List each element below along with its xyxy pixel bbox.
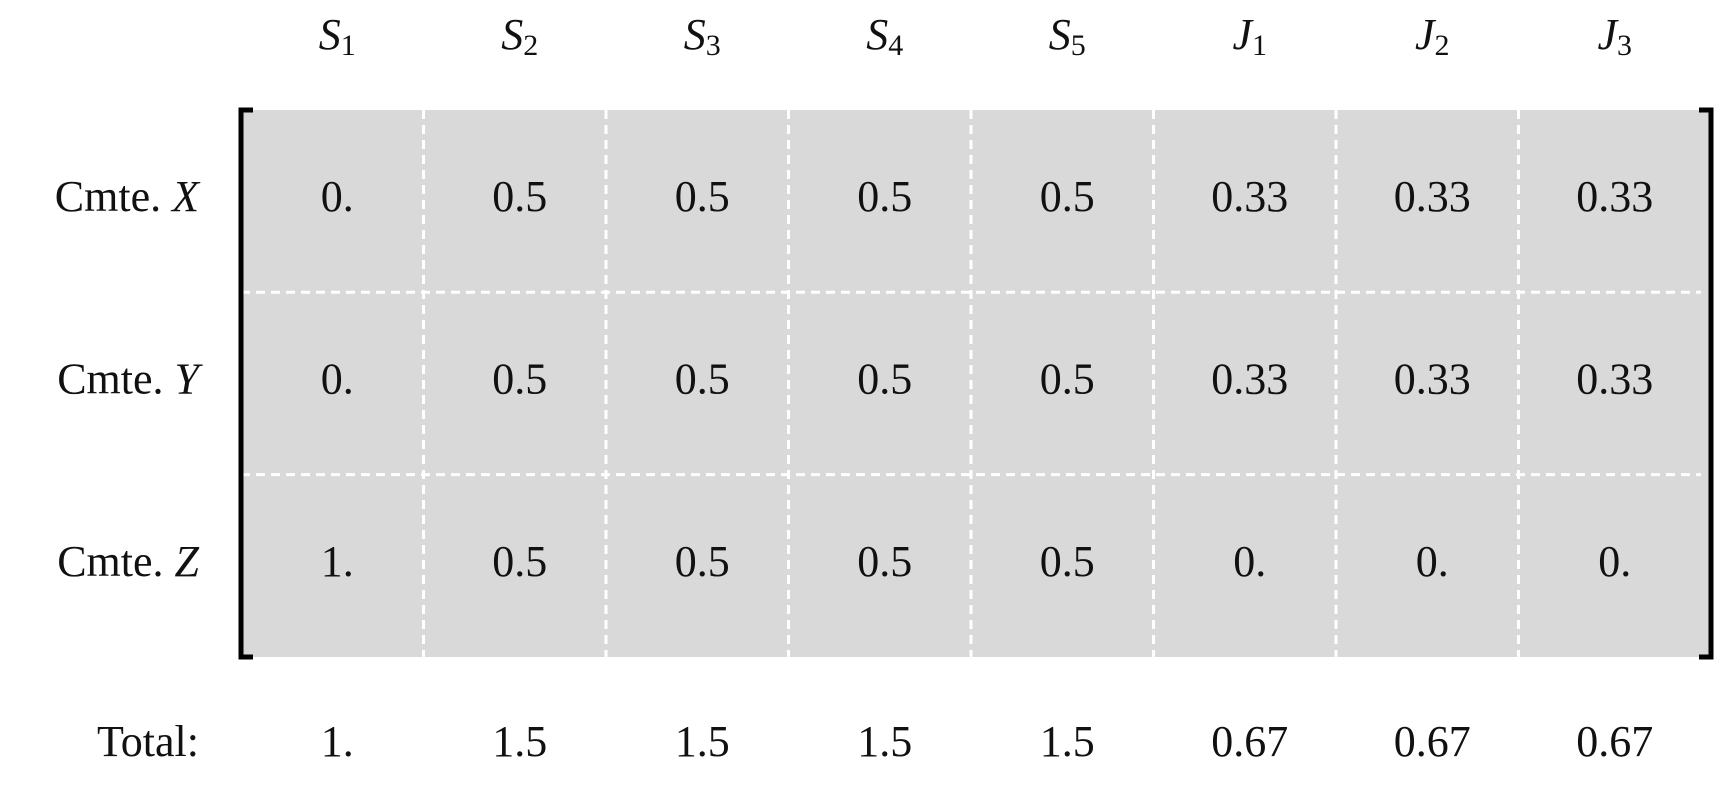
- column-header: S1: [319, 10, 356, 62]
- column-index: 2: [523, 29, 538, 62]
- row-prefix: Cmte.: [57, 537, 163, 586]
- column-symbol: J: [1232, 10, 1254, 59]
- column-symbol: S: [319, 10, 341, 59]
- cell-value: 0.33: [1576, 172, 1653, 221]
- cell-value: 0.33: [1211, 355, 1288, 404]
- column-symbol: J: [1415, 10, 1437, 59]
- column-header: J3: [1597, 10, 1632, 62]
- cell-value: 0.5: [1040, 172, 1095, 221]
- column-header: S5: [1049, 10, 1086, 62]
- column-index: 2: [1435, 29, 1450, 62]
- column-index: 1: [341, 29, 356, 62]
- column-symbol: J: [1597, 10, 1619, 59]
- left-bracket: [238, 107, 253, 660]
- cell-value: 0.: [321, 355, 354, 404]
- matrix-background: [241, 110, 1711, 657]
- cell-value: 0.33: [1576, 355, 1653, 404]
- row-prefix: Cmte.: [57, 355, 163, 404]
- cell-value: 0.5: [492, 355, 547, 404]
- total-value: 1.5: [675, 717, 730, 766]
- column-symbol: S: [866, 10, 888, 59]
- right-bracket: [1699, 107, 1714, 660]
- total-value: 1.5: [1040, 717, 1095, 766]
- cell-value: 0.5: [675, 172, 730, 221]
- cell-value: 0.5: [857, 355, 912, 404]
- column-index: 5: [1071, 29, 1086, 62]
- column-header: S2: [501, 10, 538, 62]
- cell-value: 0.5: [857, 537, 912, 586]
- cell-value: 0.5: [675, 355, 730, 404]
- column-index: 3: [706, 29, 721, 62]
- row-name: X: [170, 172, 201, 221]
- row-label: Cmte. Y: [57, 355, 203, 404]
- column-header: J1: [1232, 10, 1267, 62]
- cell-value: 0.5: [1040, 537, 1095, 586]
- total-value: 0.67: [1394, 717, 1471, 766]
- total-label: Total:: [97, 717, 199, 766]
- cell-value: 0.: [1598, 537, 1631, 586]
- total-value: 1.: [321, 717, 354, 766]
- total-value: 1.5: [492, 717, 547, 766]
- column-symbol: S: [1049, 10, 1071, 59]
- total-value: 1.5: [857, 717, 912, 766]
- row-label: Cmte. X: [55, 172, 201, 221]
- dashed-grid: [241, 110, 1701, 657]
- cell-value: 0.: [1416, 537, 1449, 586]
- column-header: S3: [684, 10, 721, 62]
- cell-value: 0.5: [492, 537, 547, 586]
- cell-value: 0.33: [1211, 172, 1288, 221]
- column-index: 3: [1617, 29, 1632, 62]
- row-name: Z: [175, 537, 200, 586]
- column-index: 1: [1252, 29, 1267, 62]
- column-header: J2: [1415, 10, 1450, 62]
- cell-value: 0.33: [1394, 355, 1471, 404]
- cell-value: 0.5: [492, 172, 547, 221]
- total-value: 0.67: [1576, 717, 1653, 766]
- cell-value: 0.: [1233, 537, 1266, 586]
- row-prefix: Cmte.: [55, 172, 161, 221]
- row-label: Cmte. Z: [57, 537, 199, 586]
- cell-value: 0.33: [1394, 172, 1471, 221]
- column-index: 4: [888, 29, 903, 62]
- cell-value: 0.5: [857, 172, 912, 221]
- total-value: 0.67: [1211, 717, 1288, 766]
- cell-value: 0.5: [1040, 355, 1095, 404]
- column-symbol: S: [684, 10, 706, 59]
- cell-value: 0.: [321, 172, 354, 221]
- column-header: S4: [866, 10, 903, 62]
- cell-value: 0.5: [675, 537, 730, 586]
- row-name: Y: [175, 355, 204, 404]
- cell-value: 1.: [321, 537, 354, 586]
- column-symbol: S: [501, 10, 523, 59]
